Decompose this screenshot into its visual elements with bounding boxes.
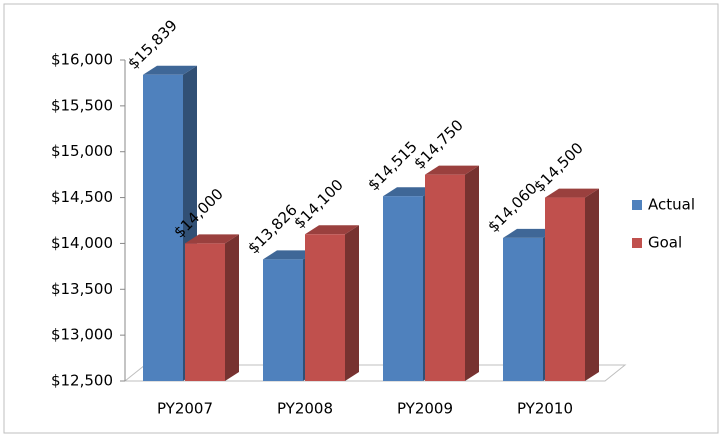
bar <box>185 243 225 381</box>
bar-top <box>305 225 359 235</box>
bar <box>305 234 345 381</box>
bar-top <box>263 250 317 260</box>
x-tick-label: PY2007 <box>157 400 213 418</box>
bar-top <box>383 187 437 197</box>
bar-side <box>225 234 239 381</box>
bar-top <box>143 65 197 75</box>
x-tick-label: PY2010 <box>517 400 573 418</box>
bar-side <box>465 165 479 381</box>
bar-top <box>185 234 239 244</box>
bar <box>503 237 543 381</box>
bar <box>383 196 423 381</box>
bar <box>143 74 183 382</box>
y-tick-label: $15,500 <box>51 96 113 114</box>
bar <box>545 197 585 381</box>
x-tick-label: PY2009 <box>397 400 453 418</box>
bar-top <box>425 165 479 175</box>
legend-swatch <box>632 200 642 210</box>
x-tick-label: PY2008 <box>277 400 333 418</box>
legend-label: Goal <box>648 234 682 252</box>
bar-side <box>345 225 359 381</box>
y-tick-label: $14,000 <box>51 234 113 252</box>
bar-side <box>585 188 599 381</box>
y-tick-label: $16,000 <box>51 51 113 69</box>
y-tick-label: $14,500 <box>51 188 113 206</box>
y-tick-label: $13,500 <box>51 280 113 298</box>
bar-top <box>545 188 599 198</box>
y-tick-label: $12,500 <box>51 372 113 390</box>
legend-swatch <box>632 238 642 248</box>
bar <box>263 259 303 381</box>
y-tick-label: $15,000 <box>51 142 113 160</box>
bar-top <box>503 228 557 238</box>
bar <box>425 174 465 381</box>
legend-label: Actual <box>648 196 695 214</box>
y-tick-label: $13,000 <box>51 326 113 344</box>
